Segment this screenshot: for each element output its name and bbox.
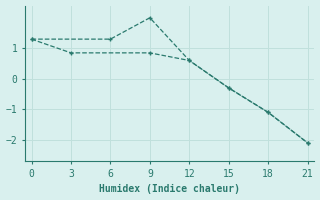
- X-axis label: Humidex (Indice chaleur): Humidex (Indice chaleur): [99, 184, 240, 194]
